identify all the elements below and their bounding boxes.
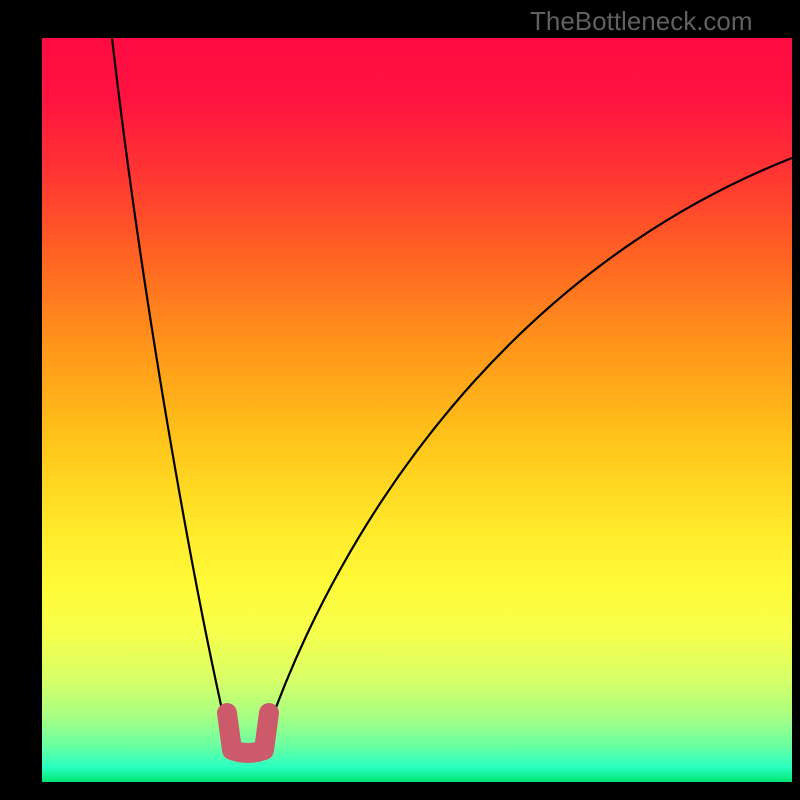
plot-area: [42, 38, 792, 782]
bottleneck-marker: [227, 713, 269, 753]
curve-layer: [42, 38, 792, 782]
curve-left: [112, 38, 227, 732]
curve-right: [267, 158, 792, 732]
watermark-text: TheBottleneck.com: [530, 6, 753, 37]
